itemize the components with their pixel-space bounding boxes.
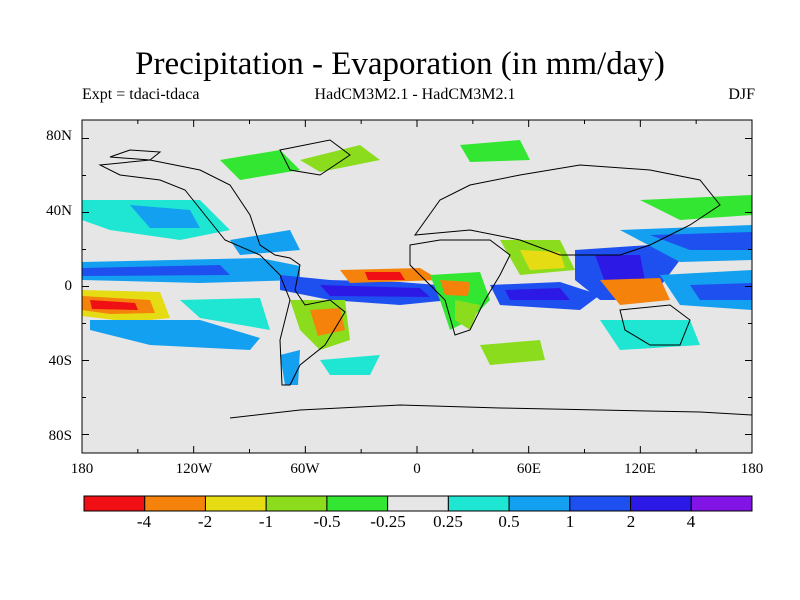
colorbar-swatch (83, 495, 146, 512)
lat-tick-label: 40S (48, 353, 72, 369)
colorbar-label: 1 (565, 512, 575, 531)
colorbar-swatch (508, 495, 571, 512)
model-comparison-label: HadCM3M2.1 - HadCM3M2.1 (314, 86, 516, 103)
colorbar-label: -0.25 (370, 512, 406, 531)
colorbar-label: 0.25 (433, 512, 463, 531)
colorbar-swatch (144, 495, 206, 512)
colorbar-swatch (326, 495, 389, 512)
lon-tick-label: 0 (413, 461, 421, 477)
colorbar-label: -4 (136, 512, 152, 531)
colorbar-swatch (387, 495, 449, 512)
lat-tick-label: 40N (46, 203, 72, 219)
colorbar-label: 4 (686, 512, 696, 531)
colorbar-swatch (690, 495, 753, 512)
season-label: DJF (728, 86, 755, 103)
colorbar-swatch (447, 495, 510, 512)
colorbar-label: -0.5 (313, 512, 341, 531)
colorbar-label: -1 (258, 512, 274, 531)
lon-tick-label: 60W (290, 461, 320, 477)
colorbar-swatch (630, 495, 692, 512)
colorbar (83, 495, 753, 512)
colorbar-swatch (265, 495, 328, 512)
lat-tick-label: 0 (64, 278, 73, 294)
chart-title: Precipitation - Evaporation (in mm/day) (135, 46, 665, 82)
tick-marks (81, 120, 753, 453)
lon-tick-label: 120E (624, 461, 656, 477)
lat-tick-label: 80S (48, 428, 72, 444)
precip-field (82, 140, 752, 385)
coastlines (98, 139, 752, 419)
lon-tick-label: 60E (516, 461, 542, 477)
colorbar-label: -2 (197, 512, 213, 531)
lon-tick-label: 120W (175, 461, 213, 477)
lon-tick-label: 180 (740, 461, 764, 477)
experiment-label: Expt = tdaci-tdaca (82, 86, 200, 103)
colorbar-label: 2 (626, 512, 636, 531)
lon-tick-label: 180 (70, 461, 94, 477)
lat-tick-label: 80N (46, 128, 72, 144)
colorbar-label: 0.5 (498, 512, 520, 531)
colorbar-swatch (569, 495, 632, 512)
colorbar-swatch (204, 495, 267, 512)
